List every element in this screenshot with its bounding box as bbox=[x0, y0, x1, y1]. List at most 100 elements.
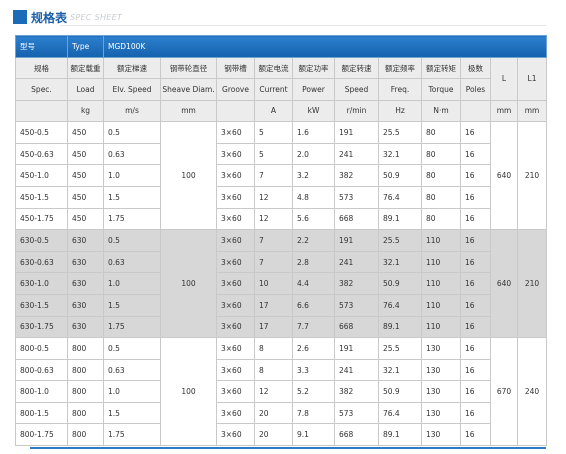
data-cell: 16 bbox=[460, 164, 491, 187]
data-cell: 110 bbox=[421, 250, 461, 274]
data-cell: 17 bbox=[254, 315, 293, 339]
data-cell: 450 bbox=[67, 164, 104, 187]
data-cell: 2.6 bbox=[292, 337, 335, 360]
data-row: 450-0.63 450 0.63 3×60 5 2.0 241 32.1 80 16 bbox=[15, 142, 547, 166]
data-cell: 110 bbox=[421, 293, 461, 317]
header-cell: 额定转矩 bbox=[421, 56, 461, 80]
data-cell: 191 bbox=[334, 337, 379, 360]
data-cell: 573 bbox=[334, 401, 379, 425]
spec-cell: 450-0.63 bbox=[15, 142, 68, 166]
data-cell: 16 bbox=[460, 401, 491, 425]
header-cell: 钢带槽 bbox=[216, 56, 255, 80]
data-cell: 0.63 bbox=[103, 142, 161, 166]
data-cell: 630 bbox=[67, 250, 104, 274]
data-cell: 382 bbox=[334, 272, 379, 295]
data-row: 630-1.75 630 1.75 3×60 17 7.7 668 89.1 110 16 bbox=[15, 315, 547, 339]
header-cell: 钢带轮直径 bbox=[160, 56, 217, 80]
data-cell: 241 bbox=[334, 358, 379, 382]
header-cell: Current bbox=[254, 78, 293, 101]
data-cell: 16 bbox=[460, 207, 491, 231]
data-cell: 7 bbox=[254, 164, 293, 187]
data-cell: 0.63 bbox=[103, 250, 161, 274]
data-cell: 16 bbox=[460, 142, 491, 166]
spec-cell: 800-1.75 bbox=[15, 423, 68, 447]
unit-cell bbox=[15, 99, 68, 123]
sheave-cell: 100 bbox=[160, 337, 217, 447]
header-cell: L bbox=[490, 57, 518, 101]
data-cell: 4.8 bbox=[292, 185, 335, 209]
data-row: 450-1.5 450 1.5 3×60 12 4.8 573 76.4 80 16 bbox=[15, 185, 547, 209]
data-cell: 16 bbox=[460, 315, 491, 339]
data-cell: 3×60 bbox=[216, 315, 255, 339]
header-title: 规格表 bbox=[31, 10, 68, 25]
header-icon bbox=[13, 10, 27, 24]
data-cell: 1.75 bbox=[103, 423, 161, 447]
spec-cell: 450-1.5 bbox=[15, 185, 68, 209]
data-cell: 3×60 bbox=[216, 401, 255, 425]
spec-cell: 630-0.63 bbox=[15, 250, 68, 274]
data-cell: 80 bbox=[421, 185, 461, 209]
data-row: 630-1.5 630 1.5 3×60 17 6.6 573 76.4 110 16 bbox=[15, 293, 547, 317]
data-cell: 382 bbox=[334, 380, 379, 403]
data-cell: 800 bbox=[67, 337, 104, 360]
data-cell: 20 bbox=[254, 423, 293, 447]
data-cell: 16 bbox=[460, 380, 491, 403]
data-cell: 2.8 bbox=[292, 250, 335, 274]
model-cell: Type bbox=[67, 35, 104, 58]
header-cell: 额定电流 bbox=[254, 56, 293, 80]
data-cell: 3×60 bbox=[216, 250, 255, 274]
data-cell: 89.1 bbox=[378, 423, 422, 447]
data-row: 450-0.5 450 0.5 100 3×60 5 1.6 191 25.5 80 16 640 21… bbox=[15, 121, 548, 231]
data-cell: 630 bbox=[67, 229, 104, 252]
data-cell: 3×60 bbox=[216, 337, 255, 360]
data-cell: 25.5 bbox=[378, 337, 422, 360]
data-cell: 50.9 bbox=[378, 272, 422, 295]
unit-cell: r/min bbox=[334, 99, 379, 123]
data-cell: 130 bbox=[421, 423, 461, 447]
l1-cell: 240 bbox=[516, 337, 548, 447]
data-cell: 8 bbox=[254, 337, 293, 360]
data-cell: 80 bbox=[421, 207, 461, 231]
spec-table: 型号 Type MGD100K 规格 额定载重 额定梯速 钢带轮直径 钢带槽 额定电流 额定功率额… bbox=[15, 35, 548, 447]
unit-cell: N·m bbox=[421, 99, 461, 123]
data-row: 450-1.0 450 1.0 3×60 7 3.2 382 50.9 80 16 bbox=[15, 164, 547, 187]
data-row: 800-1.5 800 1.5 3×60 20 7.8 573 76.4 130 16 bbox=[15, 401, 547, 425]
data-cell: 450 bbox=[67, 121, 104, 144]
data-cell: 7.8 bbox=[292, 401, 335, 425]
header-cell: Spec. bbox=[15, 78, 68, 101]
data-cell: 32.1 bbox=[378, 250, 422, 274]
data-cell: 16 bbox=[460, 250, 491, 274]
data-cell: 130 bbox=[421, 380, 461, 403]
spec-cell: 450-1.75 bbox=[15, 207, 68, 231]
l-cell: 640 bbox=[490, 229, 518, 339]
data-cell: 450 bbox=[67, 142, 104, 166]
header-row-cn: 规格 额定载重 额定梯速 钢带轮直径 钢带槽 额定电流 额定功率 额定转速 额定频率 额定转矩 极数… bbox=[15, 56, 548, 101]
data-cell: 1.6 bbox=[292, 121, 335, 144]
unit-cell: kW bbox=[292, 99, 335, 123]
data-cell: 450 bbox=[67, 185, 104, 209]
model-cell: 型号 bbox=[15, 35, 68, 58]
spec-cell: 630-1.0 bbox=[15, 272, 68, 295]
spec-cell: 450-1.0 bbox=[15, 164, 68, 187]
data-cell: 1.5 bbox=[103, 401, 161, 425]
unit-cell bbox=[216, 99, 255, 123]
unit-cell: mm bbox=[516, 99, 548, 123]
header-cell: 额定转速 bbox=[334, 56, 379, 80]
data-cell: 110 bbox=[421, 229, 461, 252]
data-cell: 16 bbox=[460, 229, 491, 252]
unit-cell: A bbox=[254, 99, 293, 123]
data-cell: 16 bbox=[460, 358, 491, 382]
data-cell: 12 bbox=[254, 185, 293, 209]
data-cell: 110 bbox=[421, 272, 461, 295]
header-row-en: Spec. Load Elv. Speed Sheave Diam. Groove Cur… bbox=[15, 78, 547, 101]
data-cell: 130 bbox=[421, 358, 461, 382]
data-cell: 8 bbox=[254, 358, 293, 382]
data-cell: 241 bbox=[334, 142, 379, 166]
data-cell: 76.4 bbox=[378, 185, 422, 209]
data-cell: 3×60 bbox=[216, 185, 255, 209]
spec-cell: 630-1.5 bbox=[15, 293, 68, 317]
data-cell: 12 bbox=[254, 207, 293, 231]
l1-cell: 210 bbox=[516, 121, 548, 231]
